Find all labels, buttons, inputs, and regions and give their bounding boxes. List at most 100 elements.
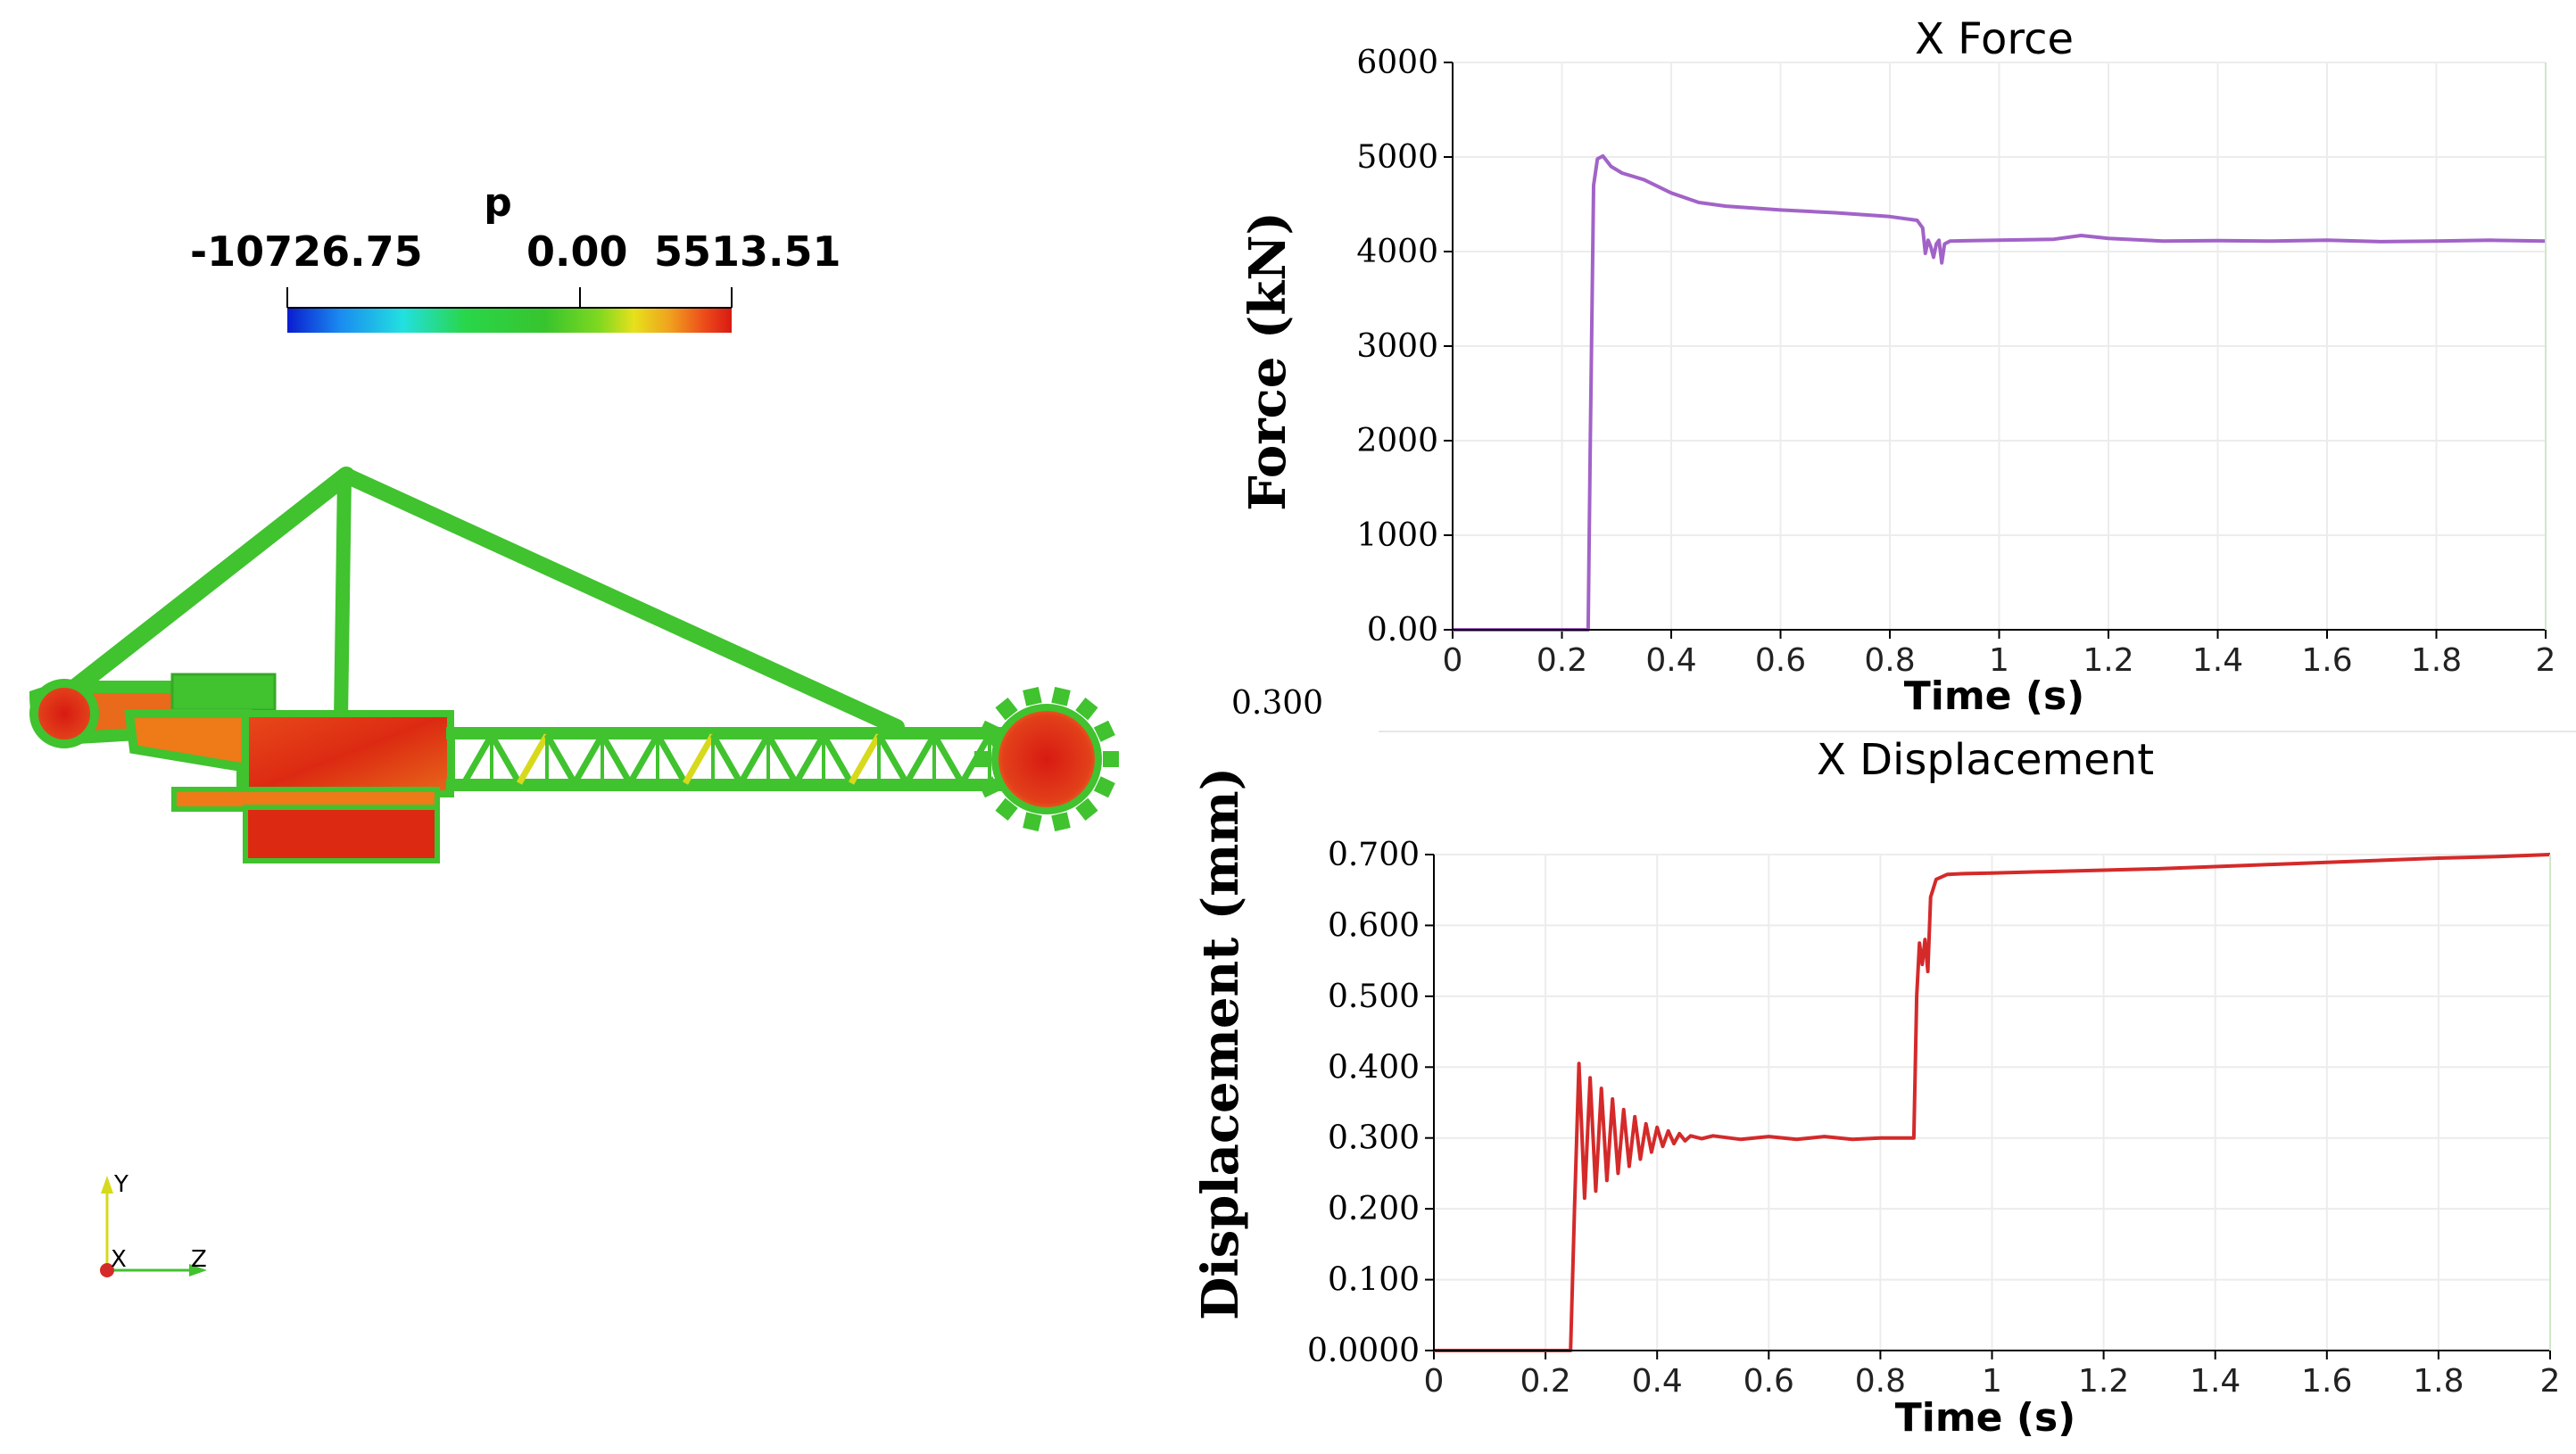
truss-diagonal	[516, 733, 551, 785]
bucket	[978, 720, 1000, 742]
bucket	[1075, 797, 1098, 821]
grid	[1433, 854, 2551, 1351]
x-axis-dot	[100, 1263, 114, 1277]
x-axis-title: Time (s)	[1904, 673, 2085, 719]
x-tick-label: 0.6	[1755, 642, 1806, 679]
truss-diagonal	[765, 733, 799, 785]
z-axis-label: Z	[191, 1246, 207, 1273]
series-lines	[1434, 853, 2551, 1352]
y-tick-label: 6000	[1356, 45, 1438, 81]
stray-tick-label: 0.300	[1231, 685, 1323, 722]
series-line	[1434, 853, 2551, 1352]
bucket	[1103, 751, 1119, 767]
truss-diagonal	[488, 733, 523, 785]
superstructure	[242, 710, 454, 797]
x-tick-label: 2	[2540, 1363, 2561, 1400]
x-tick-label: 1.8	[2411, 642, 2462, 679]
bucket	[974, 751, 990, 767]
x-tick-label: 1.8	[2413, 1363, 2464, 1400]
colorbar-mid-label: 0.00	[526, 227, 628, 276]
colorbar-gradient	[287, 308, 732, 333]
bucket	[1023, 812, 1042, 831]
x-tick-label: 0.8	[1855, 1363, 1906, 1400]
truss-diagonal	[737, 733, 772, 785]
stay-cable-rear	[54, 467, 355, 706]
x-tick-label: 1.2	[2078, 1363, 2129, 1400]
y-tick-label: 0.400	[1328, 1049, 1420, 1086]
x-tick-label: 1.4	[2190, 1363, 2241, 1400]
y-tick-label: 0.500	[1328, 979, 1420, 1015]
x-tick-label: 1	[1982, 1363, 2002, 1400]
y-tick-label: 0.00	[1367, 612, 1438, 649]
excavator-model	[29, 467, 1119, 863]
truss-diagonal	[460, 733, 495, 785]
y-axis-title: Force (kN)	[1238, 211, 1297, 511]
y-tick-label: 0.100	[1328, 1262, 1420, 1299]
counterweight	[29, 679, 99, 748]
x-tick-label: 1	[1989, 642, 2009, 679]
x-tick-label: 0	[1424, 1363, 1445, 1400]
bucket	[1075, 698, 1098, 721]
x-tick-label: 2	[2536, 642, 2556, 679]
top-cabin	[170, 673, 277, 712]
bucket-wheel	[991, 704, 1102, 814]
bucket	[1093, 720, 1115, 742]
bucket	[1051, 687, 1071, 706]
bucket	[1093, 776, 1115, 798]
truss-diagonal	[571, 733, 606, 785]
truss-diagonal	[820, 733, 855, 785]
y-ticks: 0.00 1000 2000 3000 4000 5000 6000	[1356, 45, 1453, 649]
x-tick-label: 0.4	[1632, 1363, 1683, 1400]
y-tick-label: 1000	[1356, 517, 1438, 554]
x-tick-label: 0.6	[1744, 1363, 1794, 1400]
x-tick-label: 0.8	[1864, 642, 1915, 679]
colorbar-max-label: 5513.51	[654, 227, 841, 276]
stay-cable-front	[338, 467, 905, 735]
mast	[334, 476, 352, 722]
bucket	[1051, 812, 1071, 831]
y-tick-label: 0.200	[1328, 1191, 1420, 1227]
x-tick-label: 0.2	[1520, 1363, 1570, 1400]
chart-title: X Force	[1915, 14, 2074, 64]
y-tick-label: 0.600	[1328, 907, 1420, 944]
undercarriage	[243, 805, 440, 863]
y-axis-arrowhead	[101, 1176, 113, 1194]
x-tick-label: 1.2	[2083, 642, 2133, 679]
truss-diagonal	[792, 733, 827, 785]
truss-diagonal	[682, 733, 716, 785]
y-tick-label: 5000	[1356, 139, 1438, 176]
truss-diagonal	[931, 733, 965, 785]
truss-diagonal	[543, 733, 578, 785]
grid	[1452, 62, 2547, 631]
truss-diagonal	[875, 733, 910, 785]
colorbar-title: p	[484, 180, 512, 226]
chart-x-displacement: X Displacement Time (s) Displacement (mm…	[1191, 735, 2560, 1441]
bucket	[978, 776, 1000, 798]
x-axis-label: X	[111, 1246, 127, 1273]
x-ticks: 0 0.2 0.4 0.6 0.8 1 1.2 1.4 1.6 1.8 2	[1424, 1351, 2561, 1400]
truss-diagonal	[709, 733, 744, 785]
bucket	[1023, 687, 1042, 706]
bucket-wheel-teeth	[974, 687, 1119, 831]
boom-truss	[460, 733, 1021, 785]
y-tick-label: 2000	[1356, 423, 1438, 459]
y-tick-label: 3000	[1356, 328, 1438, 365]
y-tick-label: 0.700	[1328, 837, 1420, 873]
colorbar-min-label: -10726.75	[190, 227, 423, 276]
y-tick-label: 4000	[1356, 234, 1438, 270]
x-axis-title: Time (s)	[1895, 1395, 2076, 1441]
truss-diagonal	[903, 733, 938, 785]
x-tick-label: 0.4	[1645, 642, 1696, 679]
y-axis-title: Displacement (mm)	[1191, 767, 1250, 1320]
z-axis-arrowhead	[189, 1264, 207, 1276]
axes-triad: Y X Z	[100, 1171, 207, 1277]
y-axis-label: Y	[113, 1171, 128, 1198]
series-lines	[1453, 153, 2547, 632]
x-tick-label: 0	[1443, 642, 1463, 679]
x-ticks: 0 0.2 0.4 0.6 0.8 1 1.2 1.4 1.6 1.8 2	[1443, 630, 2556, 679]
truss-diagonal	[599, 733, 634, 785]
series-line	[1453, 153, 2547, 632]
bucket	[995, 797, 1018, 821]
x-tick-label: 1.6	[2301, 642, 2352, 679]
